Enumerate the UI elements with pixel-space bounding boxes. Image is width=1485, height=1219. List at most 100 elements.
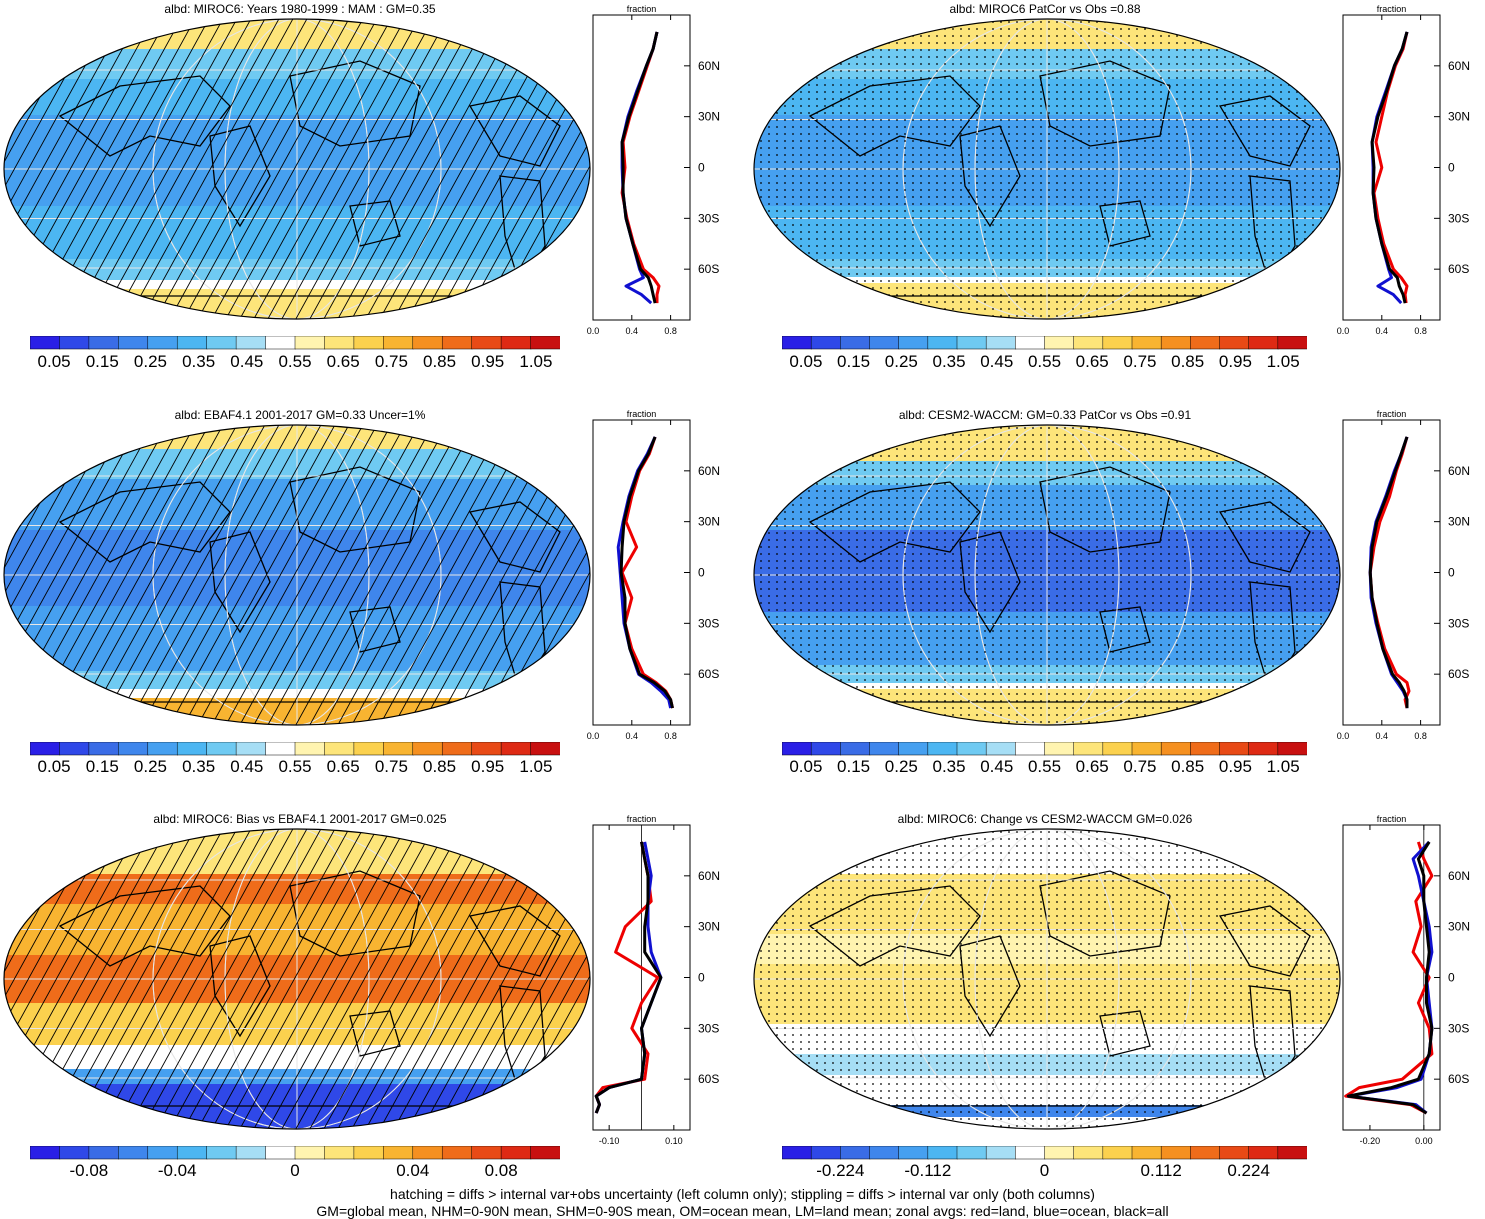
colorbar-tick-label: -0.04: [158, 1161, 197, 1181]
x-tick-label: 0.8: [1414, 326, 1427, 336]
colorbar-tick-label: 0.25: [885, 352, 918, 372]
colorbar: [30, 1146, 560, 1160]
colorbar-tick-label: 0.95: [1219, 757, 1252, 777]
colorbar-tick-label: 0.08: [485, 1161, 518, 1181]
colorbar-tick-label: 0.55: [1028, 352, 1061, 372]
lat-tick-label: 60N: [698, 59, 720, 73]
lat-tick-label: 60N: [1448, 869, 1470, 883]
colorbar-tick-label: 0.45: [980, 757, 1013, 777]
colorbar-tick-label: 0.112: [1141, 1161, 1182, 1181]
panel-title: albd: MIROC6 PatCor vs Obs =0.88: [745, 2, 1345, 16]
colorbar-tick-label: 0.05: [789, 757, 822, 777]
zonal-plot-label: fraction: [1377, 4, 1407, 14]
colorbar-tick-label: 0.85: [423, 352, 456, 372]
colorbar-tick-label: 0.95: [471, 757, 504, 777]
lat-tick-label: 30N: [698, 110, 720, 124]
x-tick-label: 0.10: [665, 1136, 683, 1146]
colorbar: [782, 742, 1307, 756]
colorbar-tick-label: 0.55: [278, 757, 311, 777]
x-tick-label: 0.4: [626, 326, 639, 336]
lat-tick-label: 30N: [1448, 515, 1470, 529]
colorbar-tick-label: 0.75: [375, 757, 408, 777]
colorbar-tick-label: 0.04: [396, 1161, 429, 1181]
lat-tick-label: 0: [1448, 971, 1455, 985]
lat-tick-label: 60N: [1448, 464, 1470, 478]
lat-tick-label: 0: [698, 971, 705, 985]
colorbar-tick-label: 0.05: [38, 757, 71, 777]
colorbar-tick-label: -0.112: [904, 1161, 951, 1181]
x-tick-label: 0.8: [1414, 731, 1427, 741]
colorbar-tick-label: 0.35: [182, 757, 215, 777]
lat-tick-label: 30N: [1448, 110, 1470, 124]
colorbar: [782, 1146, 1307, 1160]
colorbar-tick-label: 0.65: [1076, 352, 1109, 372]
panel-title: albd: MIROC6: Bias vs EBAF4.1 2001-2017 …: [0, 812, 600, 826]
lat-tick-label: 30S: [1448, 616, 1469, 630]
lat-tick-label: 30N: [698, 515, 720, 529]
colorbar-tick-label: 0.35: [932, 352, 965, 372]
panel-title: albd: CESM2-WACCM: GM=0.33 PatCor vs Obs…: [745, 408, 1345, 422]
colorbar-tick-label: -0.224: [816, 1161, 864, 1181]
colorbar-tick-label: 0.75: [1123, 757, 1156, 777]
colorbar-tick-label: 0.35: [932, 757, 965, 777]
colorbar-tick-label: 0.15: [837, 757, 870, 777]
colorbar-tick-label: 0.55: [278, 352, 311, 372]
colorbar-tick-label: 0.25: [885, 757, 918, 777]
x-tick-label: 0.0: [587, 731, 600, 741]
zonal-plot-label: fraction: [1377, 409, 1407, 419]
lat-tick-label: 30S: [698, 616, 719, 630]
x-tick-label: 0.4: [626, 731, 639, 741]
colorbar: [782, 336, 1307, 350]
x-tick-label: 0.00: [1415, 1136, 1433, 1146]
footer-note-hatching: hatching = diffs > internal var+obs unce…: [0, 1186, 1485, 1202]
colorbar-tick-label: 0.65: [327, 352, 360, 372]
zonal-plot-label: fraction: [627, 409, 657, 419]
lat-tick-label: 0: [698, 566, 705, 580]
x-tick-label: 0.0: [1337, 731, 1350, 741]
colorbar-tick-label: 0.05: [38, 352, 71, 372]
colorbar-tick-label: 0.95: [1219, 352, 1252, 372]
colorbar-tick-label: 0.45: [230, 352, 263, 372]
lat-tick-label: 30N: [1448, 920, 1470, 934]
map-panel: [750, 16, 1350, 326]
lat-tick-label: 60S: [698, 262, 719, 276]
x-tick-label: -0.10: [599, 1136, 620, 1146]
lat-tick-label: 0: [1448, 566, 1455, 580]
colorbar-tick-label: 1.05: [1267, 352, 1300, 372]
lat-tick-label: 30S: [698, 211, 719, 225]
panel-title: albd: MIROC6: Years 1980-1999 : MAM : GM…: [0, 2, 600, 16]
x-tick-label: 0.8: [664, 731, 677, 741]
colorbar-tick-label: 0.25: [134, 757, 167, 777]
x-tick-label: 0.4: [1376, 731, 1389, 741]
zonal-plot-label: fraction: [627, 4, 657, 14]
lat-tick-label: 30S: [698, 1021, 719, 1035]
colorbar-tick-label: 0.15: [837, 352, 870, 372]
lat-tick-label: 0: [698, 161, 705, 175]
colorbar-tick-label: 0.85: [1171, 352, 1204, 372]
lat-tick-label: 60N: [1448, 59, 1470, 73]
lat-tick-label: 60S: [1448, 1072, 1469, 1086]
colorbar-tick-label: 1.05: [519, 757, 552, 777]
colorbar-tick-label: 0.35: [182, 352, 215, 372]
lat-tick-label: 0: [1448, 161, 1455, 175]
lat-tick-label: 30S: [1448, 211, 1469, 225]
colorbar-tick-label: 0.55: [1028, 757, 1061, 777]
colorbar-tick-label: 0.45: [230, 757, 263, 777]
colorbar-tick-label: 0.85: [423, 757, 456, 777]
colorbar-tick-label: 0.25: [134, 352, 167, 372]
map-panel: [750, 826, 1350, 1136]
colorbar-tick-label: 0.15: [86, 757, 119, 777]
colorbar-tick-label: 1.05: [1267, 757, 1300, 777]
colorbar-tick-label: 0.75: [375, 352, 408, 372]
lat-tick-label: 60S: [1448, 262, 1469, 276]
colorbar-tick-label: 0.75: [1123, 352, 1156, 372]
colorbar-tick-label: 0.85: [1171, 757, 1204, 777]
